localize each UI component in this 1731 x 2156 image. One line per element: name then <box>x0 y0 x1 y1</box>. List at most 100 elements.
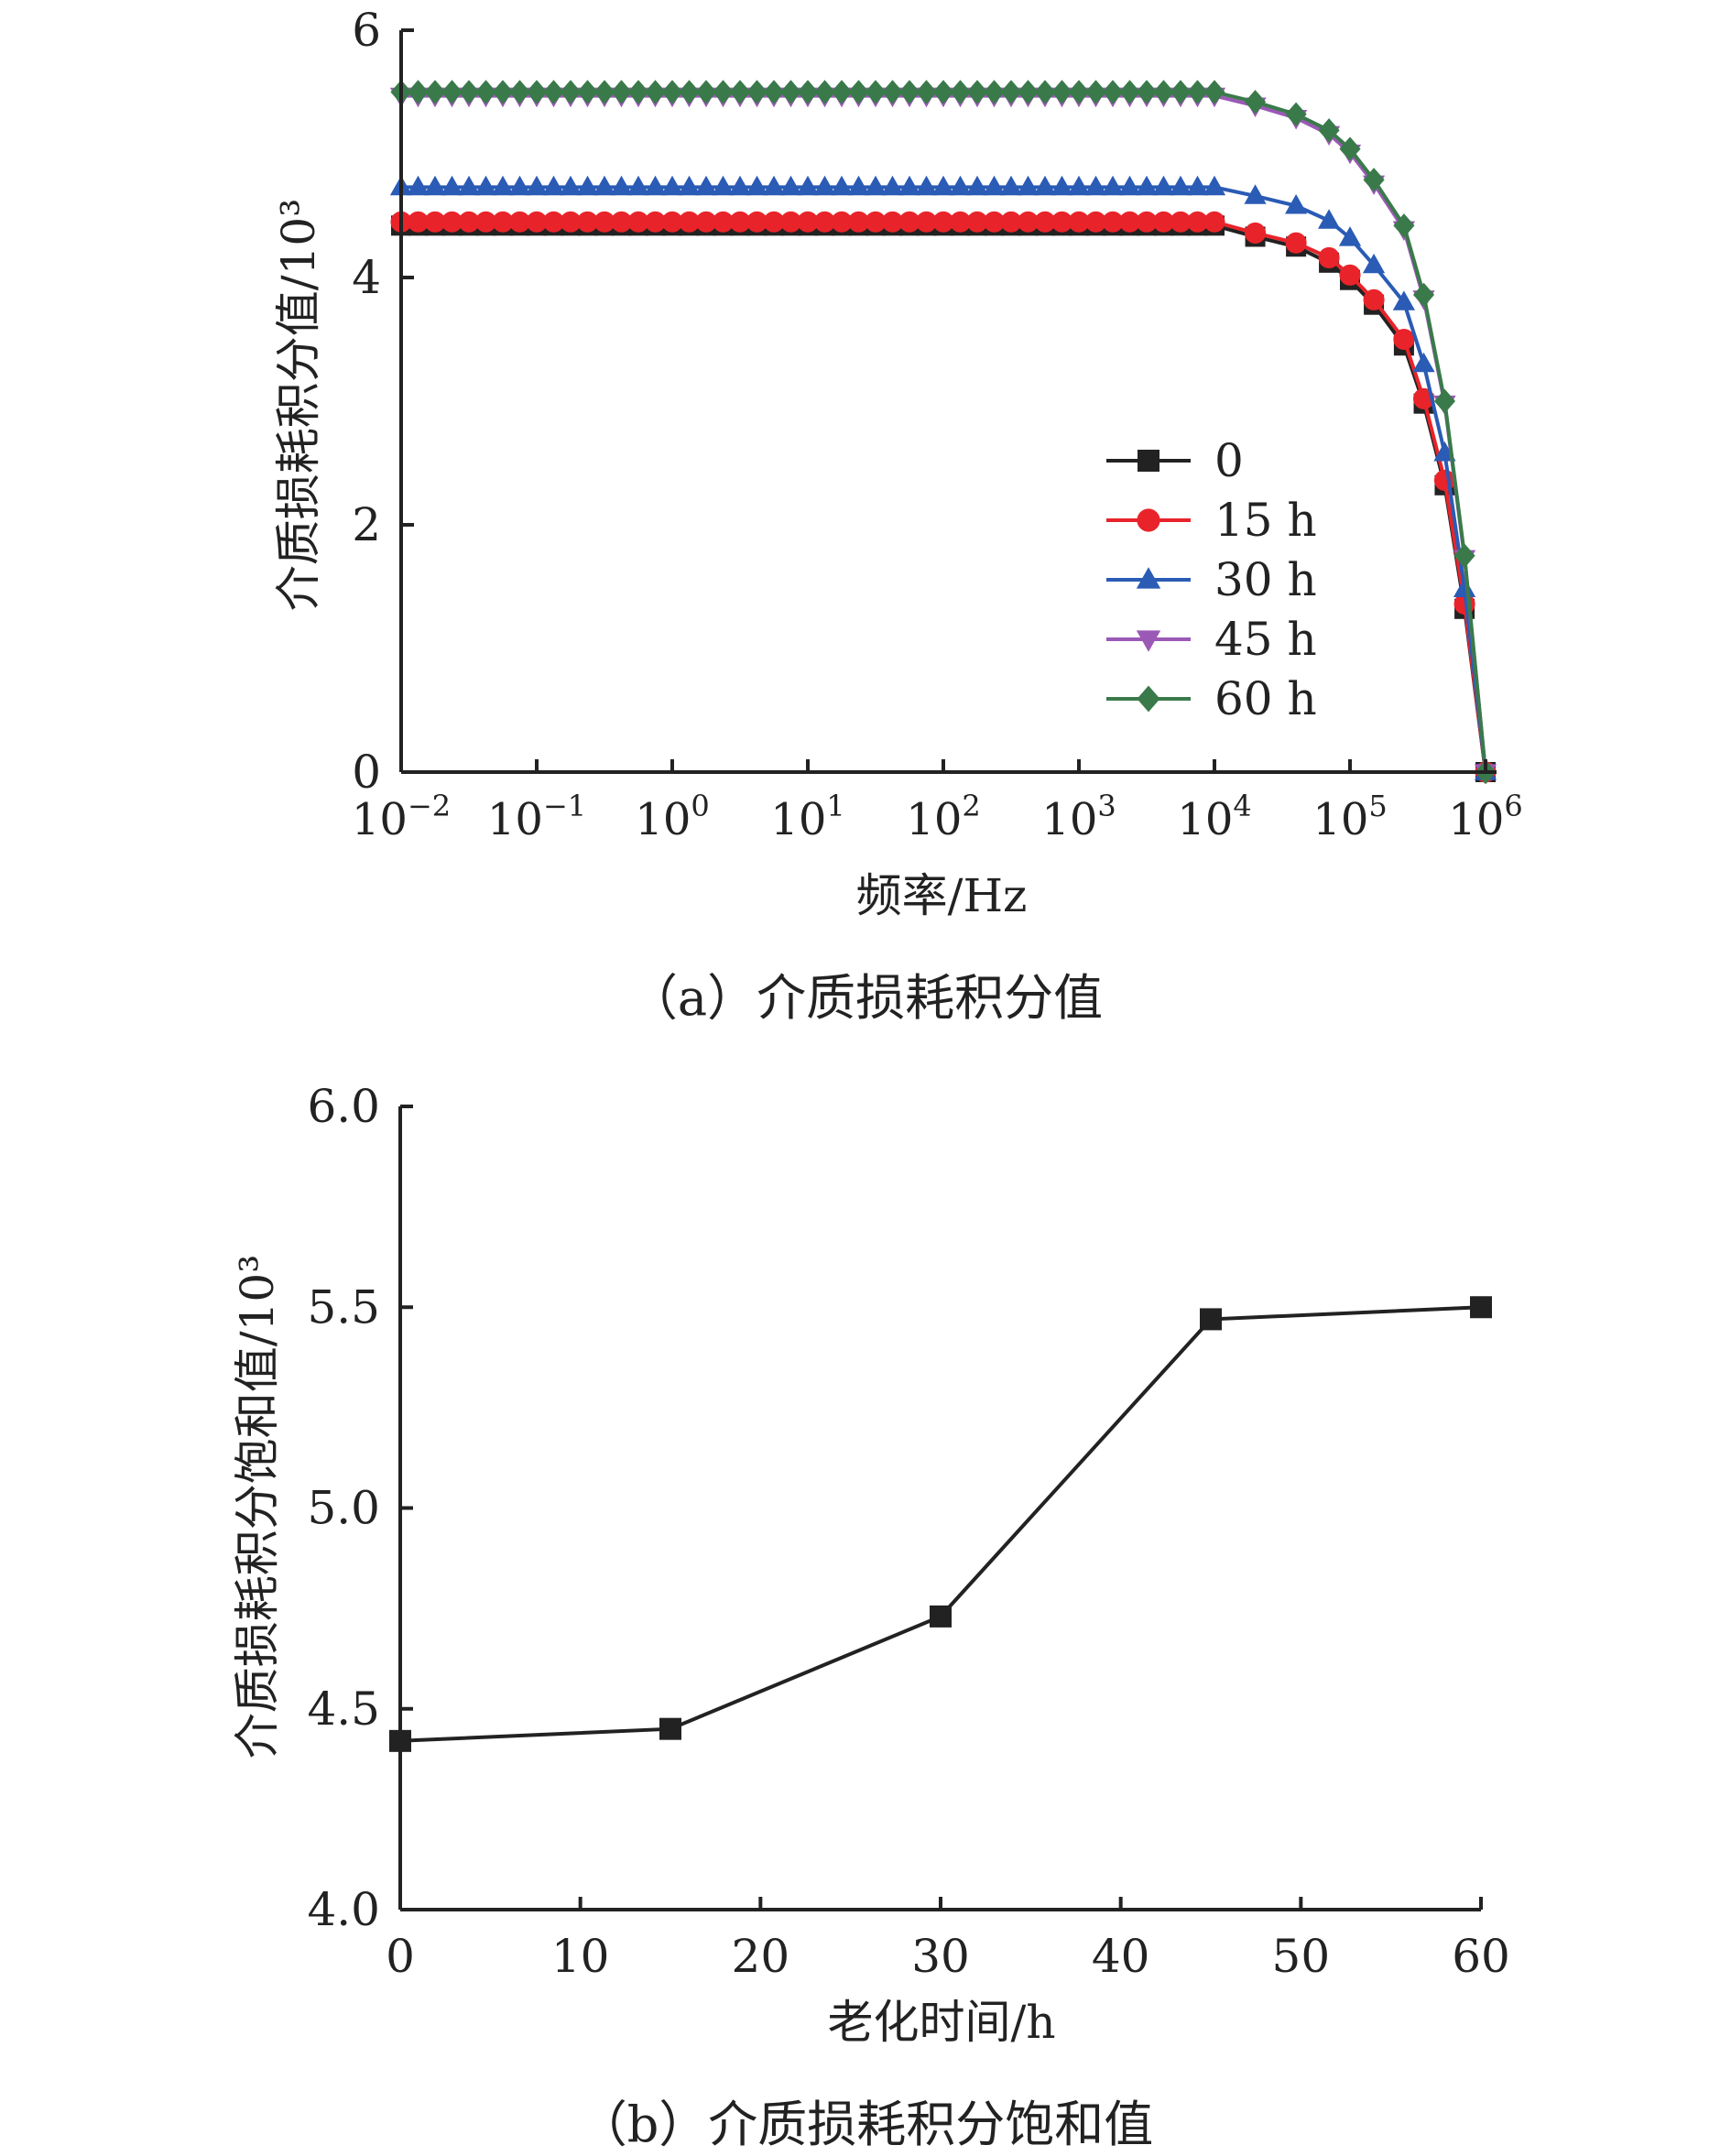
legend-label: 0 <box>1214 434 1244 487</box>
chart-a-point <box>1084 80 1107 104</box>
chart-a-point <box>1317 209 1341 229</box>
chart-a-point <box>1285 102 1307 126</box>
chart-a-point <box>1017 175 1040 196</box>
chart-a-point <box>1186 80 1209 104</box>
chart-a-point <box>441 80 463 104</box>
legend-marker <box>1138 450 1159 472</box>
chart-a-point <box>898 80 920 104</box>
chart-a-x-tick-label: 102 <box>906 789 980 845</box>
chart-a-point <box>1033 175 1057 196</box>
chart-a-point <box>1118 211 1141 233</box>
chart-a-point <box>644 211 667 233</box>
chart-a-point <box>779 211 802 233</box>
legend-label: 15 h <box>1214 494 1317 547</box>
chart-a-point <box>1203 80 1225 104</box>
chart-a-point <box>983 211 1006 233</box>
chart-a-x-tick-label: 101 <box>770 789 844 845</box>
chart-a-point <box>746 175 768 196</box>
chart-a-point <box>627 80 649 104</box>
chart-b-x-tick-label: 40 <box>1092 1930 1150 1983</box>
chart-b-point <box>1470 1296 1492 1319</box>
chart-a-point <box>847 175 870 196</box>
chart-a-point <box>847 211 870 233</box>
chart-a-point <box>729 80 751 104</box>
chart-a-point <box>661 80 683 104</box>
chart-a-point <box>542 211 565 233</box>
chart-a-point <box>949 80 972 104</box>
chart-a-point <box>763 211 785 233</box>
chart-a-point <box>746 80 768 104</box>
chart-a-point <box>695 211 717 233</box>
chart-b-y-tick-label: 6.0 <box>307 1080 380 1133</box>
chart-a-point <box>915 175 938 196</box>
chart-a-point <box>1152 175 1175 196</box>
chart-a-point <box>1393 213 1415 238</box>
chart-a-point <box>1101 175 1125 196</box>
chart-a-point <box>881 80 904 104</box>
chart-a-point <box>1363 289 1385 310</box>
chart-a-point <box>424 211 446 233</box>
chart-a-point <box>1186 211 1209 233</box>
chart-a-point <box>1136 211 1158 233</box>
chart-a-y-tick-label: 0 <box>352 746 381 799</box>
chart-a-point <box>1186 175 1209 196</box>
chart-a-point <box>525 175 549 196</box>
chart-a-x-tick-label: 103 <box>1041 789 1116 845</box>
chart-b-series-layer <box>389 1296 1492 1752</box>
chart-a-point <box>932 80 954 104</box>
chart-a-point <box>458 211 480 233</box>
chart-b-point <box>1200 1308 1222 1331</box>
chart-a-x-tick-label: 105 <box>1312 789 1387 845</box>
chart-a-point <box>407 211 430 233</box>
chart-a-point <box>797 80 819 104</box>
chart-a-point <box>660 175 684 196</box>
chart-a-point <box>763 80 785 104</box>
chart-a-series-markers-0 <box>391 215 1496 782</box>
chart-a-point <box>831 80 853 104</box>
chart-a-point <box>831 211 853 233</box>
chart-a-point <box>949 175 972 196</box>
chart-a-point <box>441 175 463 196</box>
chart-a-point <box>729 211 751 233</box>
chart-a-point <box>915 211 938 233</box>
chart-a-point <box>1412 352 1435 373</box>
chart-a-point <box>712 80 735 104</box>
chart-a-series-layer <box>389 80 1497 785</box>
chart-a-point <box>560 211 582 233</box>
chart-a-point <box>813 211 836 233</box>
legend-label: 45 h <box>1214 613 1317 666</box>
chart-a-point <box>1051 175 1073 196</box>
chart-a-point <box>1339 264 1361 286</box>
chart-a-point <box>474 80 497 104</box>
chart-b-caption: （b）介质损耗积分饱和值 <box>577 2096 1154 2153</box>
chart-a-point <box>1245 222 1267 244</box>
chart-a-point <box>830 175 854 196</box>
chart-a-point <box>1285 194 1308 214</box>
chart-a-point <box>1118 175 1141 196</box>
chart-a-point <box>644 80 667 104</box>
chart-a-point <box>796 175 820 196</box>
chart-a-point <box>1102 211 1124 233</box>
chart-a-axes: 0 2 4 6 10−2 10−1 100 101 102 103 104 105 106 <box>352 4 1523 845</box>
chart-b-x-tick-label: 0 <box>386 1930 415 1983</box>
chart-a-point <box>576 175 599 196</box>
chart-a-point <box>1034 211 1056 233</box>
chart-a-point <box>593 211 615 233</box>
chart-a-point <box>576 211 599 233</box>
chart-a-point <box>1102 80 1124 104</box>
chart-a-point <box>1067 175 1091 196</box>
chart-b-x-axis-label: 老化时间/h <box>827 1996 1055 2049</box>
chart-a-point <box>1170 211 1192 233</box>
chart-a-point <box>526 211 548 233</box>
chart-a-point <box>1318 118 1340 143</box>
chart-a-point <box>898 211 920 233</box>
legend-label: 30 h <box>1214 553 1317 606</box>
chart-a-point <box>1000 80 1022 104</box>
chart-a-point <box>1169 175 1192 196</box>
chart-b-y-tick-label: 4.0 <box>307 1883 380 1936</box>
chart-a-point <box>797 211 819 233</box>
chart-a-point <box>593 80 615 104</box>
chart-a-point <box>1135 175 1159 196</box>
chart-a-point <box>560 80 582 104</box>
chart-a-point <box>576 80 599 104</box>
